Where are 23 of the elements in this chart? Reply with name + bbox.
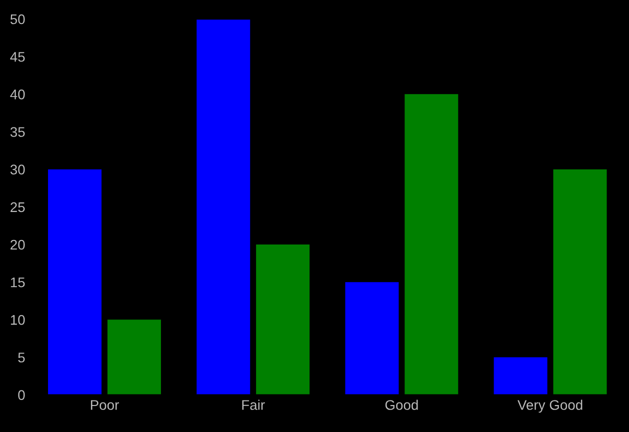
x-tick-label: Fair (242, 400, 265, 410)
bar (404, 94, 458, 395)
bar (553, 169, 607, 395)
bar (494, 357, 548, 395)
y-tick-label: 15 (10, 278, 25, 288)
bar (345, 282, 399, 395)
y-tick-label: 50 (10, 14, 25, 24)
x-tick-label: Very Good (518, 400, 582, 413)
y-tick-label: 45 (10, 52, 25, 62)
y-tick-label: 30 (10, 164, 25, 175)
bar (256, 244, 310, 395)
bar (196, 19, 250, 395)
x-tick-label: Good (385, 400, 418, 410)
y-tick-label: 10 (10, 315, 25, 325)
y-tick-label: 35 (10, 127, 25, 137)
y-tick-label: 0 (18, 390, 25, 400)
bar (48, 169, 102, 395)
x-tick-label: Poor (90, 400, 119, 410)
bar (107, 320, 161, 395)
y-tick-label: 40 (10, 90, 25, 100)
y-tick-label: 5 (18, 352, 25, 362)
y-tick-label: 25 (10, 202, 25, 212)
y-tick-label: 20 (10, 240, 25, 250)
